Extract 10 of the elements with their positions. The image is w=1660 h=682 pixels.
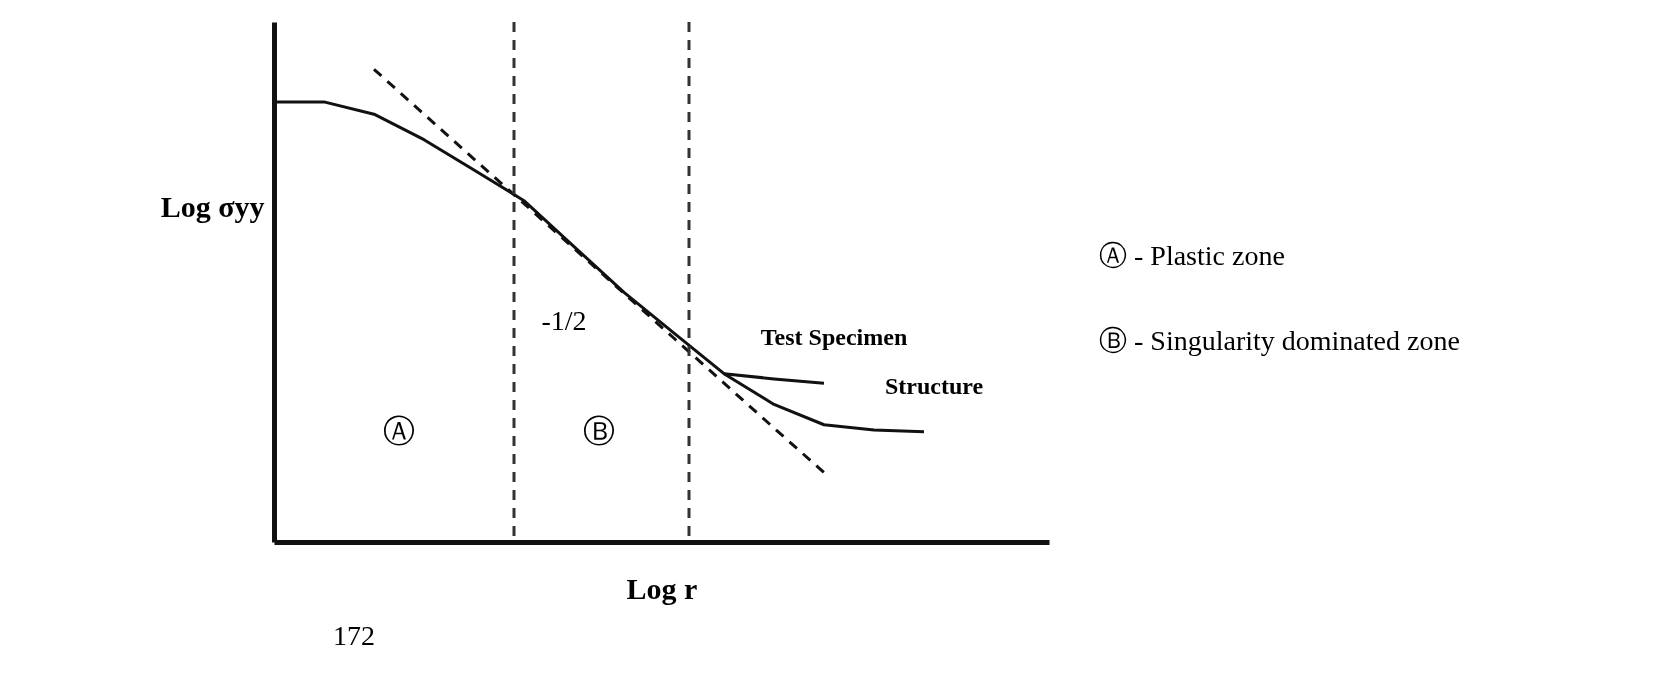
x-axis-title: Log r — [626, 571, 698, 605]
y-axis-title: Log σyy — [160, 189, 265, 223]
annotation: Ⓐ — [383, 413, 415, 449]
annotation: Ⓑ — [583, 413, 615, 449]
series-label: Test Specimen — [760, 324, 908, 351]
series-label: Structure — [884, 372, 984, 399]
annotation: -1/2 — [541, 305, 587, 336]
text: 172 — [333, 620, 375, 651]
text: Ⓑ - Singularity dominated zone — [1099, 325, 1460, 356]
text: Ⓐ - Plastic zone — [1099, 240, 1285, 271]
